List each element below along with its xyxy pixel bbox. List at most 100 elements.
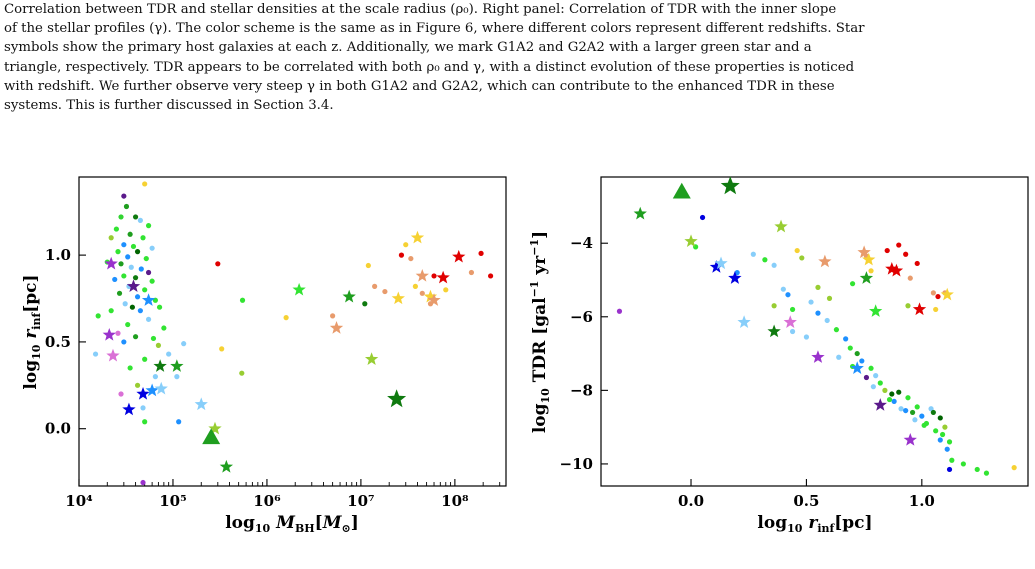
- left-data-point: [140, 479, 146, 486]
- left-data-point: [132, 214, 139, 220]
- right-y-axis-label: log10 TDR [gal−1 yr−1]: [528, 231, 552, 433]
- right-data-point: [803, 334, 810, 340]
- right-data-point: [847, 345, 853, 351]
- left-data-point: [118, 391, 124, 397]
- left-data-point: [283, 315, 289, 321]
- left-data-marks: [92, 181, 494, 486]
- left-x-tick-label: 10⁴: [65, 492, 93, 510]
- left-data-point: [92, 351, 99, 357]
- caption-line: systems. This is further discussed in Se…: [4, 98, 334, 114]
- left-data-point: [134, 294, 141, 300]
- caption-line: Correlation between TDR and stellar dens…: [4, 2, 837, 17]
- left-data-point: [239, 297, 246, 303]
- right-data-point: [889, 391, 895, 397]
- left-data-point: [152, 374, 158, 380]
- left-data-point: [122, 301, 128, 307]
- left-data-point: [382, 288, 388, 295]
- right-axes: 0.0 0.5 1.0 −10 −8 −6 −4: [560, 234, 935, 510]
- left-data-point: [118, 214, 124, 220]
- right-data-point: [815, 284, 821, 290]
- left-axes: 10⁴ 10⁵ 10⁶ 10⁷ 10⁸ 0.0 0.5 1.0: [45, 246, 501, 510]
- right-star-marker: [783, 315, 797, 328]
- right-data-point: [921, 422, 927, 428]
- right-data-point: [868, 365, 874, 371]
- right-panel: 0.0 0.5 1.0 −10 −8 −6 −4 log10 rinf[pc] log10 …: [528, 176, 1029, 535]
- right-data-point: [946, 466, 953, 473]
- left-star-marker: [208, 421, 222, 435]
- right-data-point: [771, 303, 777, 309]
- left-data-point: [115, 330, 121, 336]
- right-data-point: [750, 251, 756, 257]
- left-data-point: [478, 250, 484, 256]
- left-data-point: [431, 273, 437, 279]
- right-data-point: [983, 470, 990, 476]
- right-data-point: [914, 260, 920, 267]
- right-data-point: [771, 262, 777, 268]
- right-data-point: [886, 396, 893, 403]
- left-x-axis-label: log10 MBH[M⊙]: [225, 513, 359, 535]
- left-star-marker: [292, 282, 306, 296]
- right-data-point: [826, 295, 833, 301]
- left-data-point: [174, 374, 180, 380]
- left-star-marker: [452, 249, 466, 263]
- left-star-marker: [141, 293, 156, 306]
- right-star-marker: [857, 245, 871, 259]
- right-data-point: [896, 242, 902, 248]
- right-data-point: [946, 439, 953, 445]
- left-data-point: [134, 249, 141, 255]
- left-star-marker: [170, 359, 184, 372]
- left-star-marker: [391, 291, 405, 305]
- right-data-point: [898, 406, 904, 412]
- right-star-marker: [737, 315, 751, 328]
- left-data-point: [161, 325, 167, 331]
- right-data-point: [808, 299, 814, 305]
- left-data-point: [128, 264, 134, 270]
- left-g2a2-triangle-marker: [202, 428, 221, 445]
- left-data-point: [121, 242, 127, 248]
- right-data-point: [789, 306, 796, 313]
- left-y-tick-label: 1.0: [45, 246, 71, 264]
- right-data-point: [933, 428, 939, 434]
- right-data-point: [854, 350, 860, 357]
- right-star-marker: [859, 271, 874, 284]
- left-star-marker: [102, 327, 116, 341]
- right-data-point: [833, 327, 840, 333]
- right-star-marker: [862, 252, 876, 266]
- left-data-point: [398, 252, 405, 258]
- right-data-point: [944, 446, 950, 452]
- right-data-point: [1011, 465, 1017, 471]
- right-data-point: [859, 358, 865, 364]
- right-data-point: [933, 306, 939, 313]
- right-y-tick-label: −8: [570, 381, 593, 399]
- left-panel: 10⁴ 10⁵ 10⁶ 10⁷ 10⁸ 0.0 0.5 1.0 log10 MBH[M⊙] l…: [21, 176, 507, 535]
- left-data-point: [125, 254, 131, 260]
- left-star-marker: [342, 289, 356, 303]
- left-data-point: [412, 283, 418, 289]
- right-data-point: [905, 303, 911, 309]
- right-star-marker: [728, 271, 742, 284]
- left-data-point: [116, 290, 123, 296]
- right-y-tick-label: −6: [570, 308, 593, 326]
- right-data-point: [935, 293, 941, 300]
- right-data-point: [877, 380, 883, 386]
- left-data-point: [132, 334, 139, 340]
- left-data-point: [118, 261, 124, 267]
- right-data-marks: [616, 176, 1017, 476]
- left-data-point: [121, 193, 127, 199]
- left-plot-frame: [78, 176, 507, 487]
- right-data-point: [836, 354, 842, 360]
- left-data-point: [140, 235, 146, 241]
- right-star-marker: [912, 302, 927, 316]
- left-data-point: [330, 313, 336, 319]
- left-data-point: [115, 249, 121, 255]
- left-data-point: [137, 308, 143, 314]
- left-data-point: [419, 290, 425, 296]
- left-x-tick-label: 10⁷: [347, 492, 374, 510]
- right-x-tick-label: 0.5: [793, 492, 819, 510]
- right-data-point: [815, 310, 821, 316]
- right-star-marker: [889, 263, 904, 277]
- left-data-point: [108, 308, 114, 314]
- left-data-point: [145, 316, 152, 322]
- right-data-point: [762, 257, 768, 263]
- right-y-tick-label: −10: [560, 455, 593, 473]
